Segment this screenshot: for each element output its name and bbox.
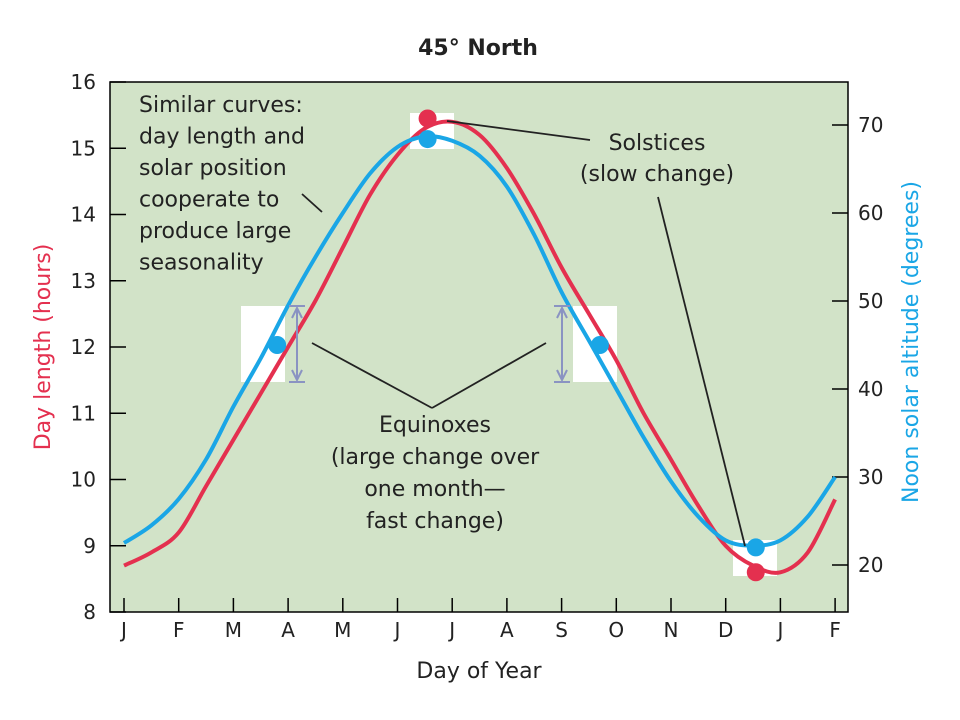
equinoxes-annotation: Equinoxes (large change over one month— fas… bbox=[331, 413, 540, 534]
equinoxes-note-line-2: one month— bbox=[364, 477, 505, 502]
similar-curves-note-line-4: produce large bbox=[139, 219, 291, 244]
x-tick-label-10: N bbox=[664, 618, 679, 642]
leader-line-0 bbox=[311, 342, 433, 409]
y-tick-label-7: 15 bbox=[71, 136, 96, 160]
leader-line-3 bbox=[657, 196, 746, 547]
solar-altitude-marker-1 bbox=[418, 130, 437, 149]
solstices-note-line-0: Solstices bbox=[609, 131, 706, 156]
plot-area bbox=[109, 81, 849, 613]
x-tick-label-12: J bbox=[775, 618, 783, 642]
y-axis-title: Day length (hours) bbox=[31, 244, 56, 451]
change-arrows bbox=[289, 305, 570, 383]
y2-tick-label-4: 60 bbox=[858, 201, 883, 225]
x-tick-label-3: A bbox=[281, 618, 295, 642]
similar-curves-note-line-0: Similar curves: bbox=[139, 93, 303, 118]
day-length-marker-1 bbox=[746, 563, 765, 582]
y-tick-label-8: 16 bbox=[71, 70, 96, 94]
leader-line-1 bbox=[431, 342, 547, 409]
x-tick-label-7: A bbox=[500, 618, 514, 642]
y2-tick-label-0: 20 bbox=[858, 553, 883, 577]
solar-altitude-line bbox=[122, 134, 837, 548]
y2-tick-label-5: 70 bbox=[858, 113, 883, 137]
x-tick-label-0: J bbox=[119, 618, 127, 642]
equinoxes-note-line-0: Equinoxes bbox=[379, 413, 491, 438]
x-tick-label-9: O bbox=[608, 618, 624, 642]
solar-altitude-marker-0 bbox=[268, 336, 287, 354]
similar-curves-note-line-1: day length and bbox=[139, 125, 305, 150]
chart-title: 45° North bbox=[418, 36, 538, 61]
series-lines bbox=[122, 119, 837, 575]
y2-tick-label-1: 30 bbox=[858, 465, 883, 489]
x-tick-label-4: M bbox=[334, 618, 351, 642]
x-tick-label-6: J bbox=[447, 618, 455, 642]
x-tick-label-13: F bbox=[829, 618, 841, 642]
annotation-leaders bbox=[301, 120, 746, 547]
y-tick-label-6: 14 bbox=[71, 203, 96, 227]
x-tick-label-1: F bbox=[173, 618, 185, 642]
equinoxes-note-line-3: fast change) bbox=[366, 509, 504, 534]
y-tick-label-1: 9 bbox=[83, 534, 96, 558]
x-tick-label-5: J bbox=[393, 618, 401, 642]
y-tick-label-0: 8 bbox=[83, 600, 96, 624]
similar-curves-annotation: Similar curves: day length and solar posit… bbox=[139, 93, 305, 276]
similar-curves-note-line-2: solar position bbox=[139, 156, 287, 181]
leader-line-2 bbox=[446, 120, 591, 141]
leader-line-4 bbox=[301, 193, 323, 213]
solar-altitude-marker-2 bbox=[590, 336, 609, 354]
change-arrow-1 bbox=[554, 305, 570, 383]
solstices-note-line-1: (slow change) bbox=[580, 162, 734, 187]
solstice-equinox-markers bbox=[268, 109, 765, 582]
y2-axis-title: Noon solar altitude (degrees) bbox=[899, 181, 924, 503]
y-tick-label-4: 12 bbox=[71, 335, 96, 359]
change-arrow-0 bbox=[289, 305, 305, 383]
equinoxes-note-line-1: (large change over bbox=[331, 445, 540, 470]
y2-tick-label-3: 50 bbox=[858, 289, 883, 313]
y-tick-label-2: 10 bbox=[71, 468, 96, 492]
similar-curves-note-line-3: cooperate to bbox=[139, 188, 279, 213]
similar-curves-note-line-5: seasonality bbox=[139, 251, 264, 276]
left-axis: 8 9 10 11 12 13 14 15 16 bbox=[71, 70, 126, 624]
x-tick-label-8: S bbox=[555, 618, 568, 642]
x-axis-title: Day of Year bbox=[416, 659, 542, 684]
x-tick-label-11: D bbox=[718, 618, 733, 642]
solar-altitude-marker-3 bbox=[746, 538, 765, 557]
y2-tick-label-2: 40 bbox=[858, 377, 883, 401]
solstices-annotation: Solstices (slow change) bbox=[580, 131, 734, 187]
day-length-marker-0 bbox=[418, 109, 437, 128]
y-tick-label-5: 13 bbox=[71, 269, 96, 293]
right-axis: 20 30 40 50 60 70 bbox=[832, 113, 883, 577]
x-tick-label-2: M bbox=[225, 618, 242, 642]
y-tick-label-3: 11 bbox=[71, 401, 96, 425]
